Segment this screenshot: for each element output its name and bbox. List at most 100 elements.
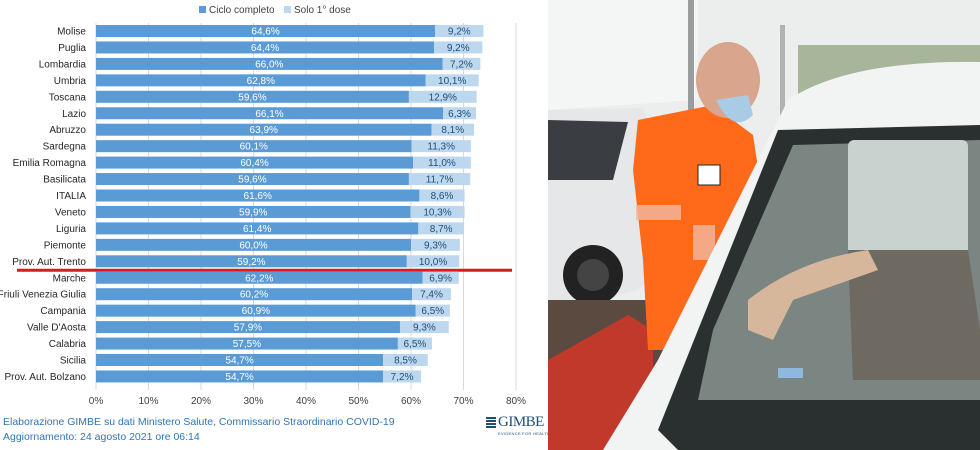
bar-solo-prima-dose (425, 74, 479, 87)
bar-ciclo-completo (96, 337, 398, 350)
bar-ciclo-completo (96, 74, 426, 87)
gimbe-logo-icon (486, 417, 496, 428)
bar-solo-prima-dose (408, 90, 477, 103)
x-tick-label: 40% (296, 396, 316, 407)
chart-panel: 0% 10% 20% 30% 40% 50% 60% 70% 80% Ciclo completo… (0, 5, 551, 443)
data-label-ciclo: 66,0% (255, 59, 283, 70)
data-label-dose: 11,0% (428, 158, 456, 169)
category-label: Veneto (55, 207, 87, 218)
category-label: Piemonte (44, 240, 87, 251)
bar-ciclo-completo (96, 107, 444, 120)
data-label-ciclo: 64,6% (251, 27, 279, 38)
x-tick-label: 60% (401, 396, 421, 407)
bar-ciclo-completo (96, 370, 384, 383)
data-label-dose: 11,7% (426, 175, 454, 186)
data-label-ciclo: 61,6% (244, 191, 272, 202)
parked-white-car (548, 108, 658, 315)
data-label-ciclo: 60,4% (240, 158, 268, 169)
category-label: Lazio (62, 109, 86, 120)
data-label-ciclo: 57,5% (233, 339, 261, 350)
logo-brand: GIMBE (498, 414, 544, 430)
data-label-dose: 9,2% (448, 27, 471, 38)
category-label: Valle D'Aosta (27, 323, 86, 334)
bar-solo-prima-dose (419, 189, 465, 202)
x-tick-label: 70% (453, 396, 473, 407)
bar-ciclo-completo (96, 41, 435, 54)
category-label: Marche (53, 273, 87, 284)
data-label-ciclo: 59,6% (238, 175, 266, 186)
x-tick-label: 30% (243, 396, 263, 407)
foreground-car (603, 61, 980, 450)
category-label: ITALIA (56, 191, 86, 202)
vaccination-bar-chart: 0% 10% 20% 30% 40% 50% 60% 70% 80% Ciclo completo… (0, 5, 526, 407)
data-label-dose: 8,6% (431, 191, 454, 202)
bar-ciclo-completo (96, 140, 412, 153)
category-label: Puglia (58, 43, 86, 54)
data-label-ciclo: 59,6% (238, 92, 266, 103)
data-label-dose: 8,1% (441, 125, 464, 136)
bar-solo-prima-dose (431, 123, 474, 136)
data-label-dose: 7,2% (391, 372, 414, 383)
bar-solo-prima-dose (413, 156, 471, 169)
x-tick-label: 10% (138, 396, 158, 407)
bar-ciclo-completo (96, 238, 411, 251)
patient-arm (748, 250, 878, 340)
x-tick-label: 50% (348, 396, 368, 407)
data-label-ciclo: 62,2% (245, 273, 273, 284)
data-label-ciclo: 60,1% (240, 142, 268, 153)
x-tick-label: 20% (191, 396, 211, 407)
data-label-dose: 9,3% (424, 240, 447, 251)
data-label-ciclo: 61,4% (243, 224, 271, 235)
data-label-ciclo: 63,9% (250, 125, 278, 136)
source-note: Elaborazione GIMBE su dati Ministero Sal… (3, 416, 395, 428)
data-label-dose: 7,2% (450, 59, 473, 70)
bar-solo-prima-dose (422, 271, 459, 284)
legend-swatch-ciclo (199, 6, 206, 13)
data-label-dose: 6,5% (404, 339, 427, 350)
data-label-dose: 9,2% (447, 43, 470, 54)
data-label-dose: 9,3% (413, 323, 436, 334)
category-label: Prov. Aut. Trento (12, 257, 86, 268)
data-label-dose: 12,9% (429, 92, 457, 103)
bar-solo-prima-dose (383, 370, 421, 383)
bar-ciclo-completo (96, 304, 416, 317)
drive-through-vaccination-photo (548, 0, 980, 450)
category-label: Umbria (54, 76, 87, 87)
data-label-ciclo: 54,7% (225, 356, 253, 367)
category-label: Sardegna (43, 142, 87, 153)
category-label: Liguria (56, 224, 86, 235)
bar-solo-prima-dose (410, 205, 465, 218)
data-label-ciclo: 57,9% (234, 323, 262, 334)
category-label: Emilia Romagna (13, 158, 87, 169)
bar-solo-prima-dose (399, 321, 449, 334)
data-label-dose: 6,9% (429, 273, 452, 284)
x-tick-label: 0% (89, 396, 104, 407)
bar-solo-prima-dose (383, 354, 428, 366)
data-label-dose: 8,7% (430, 224, 453, 235)
bar-solo-prima-dose (411, 140, 471, 153)
legend-label-dose: Solo 1° dose (294, 5, 351, 16)
bar-ciclo-completo (96, 156, 414, 169)
bar-solo-prima-dose (443, 107, 477, 120)
bar-ciclo-completo (96, 222, 419, 235)
category-label: Friuli Venezia Giulia (0, 290, 86, 301)
data-label-dose: 10,0% (419, 257, 447, 268)
bar-solo-prima-dose (411, 238, 460, 251)
bar-ciclo-completo (96, 354, 384, 366)
category-label: Prov. Aut. Bolzano (4, 372, 86, 383)
data-label-ciclo: 54,7% (225, 372, 253, 383)
data-label-ciclo: 64,4% (251, 43, 279, 54)
x-tick-label: 80% (506, 396, 526, 407)
legend-label-ciclo: Ciclo completo (209, 5, 275, 16)
bar-ciclo-completo (96, 57, 443, 70)
bar-ciclo-completo (96, 271, 423, 284)
data-label-ciclo: 59,9% (239, 207, 267, 218)
bar-ciclo-completo (96, 255, 407, 268)
data-label-dose: 10,1% (438, 76, 466, 87)
data-label-ciclo: 59,2% (237, 257, 265, 268)
bar-ciclo-completo (96, 123, 432, 136)
bar-ciclo-completo (96, 173, 409, 186)
bar-ciclo-completo (96, 205, 411, 218)
logo-tagline: EVIDENCE FOR HEALTH (498, 431, 551, 436)
data-label-ciclo: 60,9% (242, 306, 270, 317)
